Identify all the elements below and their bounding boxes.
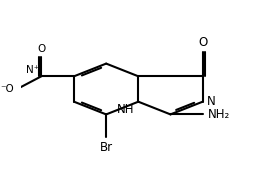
Text: NH₂: NH₂	[208, 108, 230, 121]
Text: NH: NH	[117, 103, 135, 116]
Text: Br: Br	[100, 141, 113, 154]
Text: N⁺: N⁺	[26, 66, 39, 75]
Text: O: O	[37, 44, 46, 54]
Text: O: O	[198, 36, 207, 49]
Text: ⁻O: ⁻O	[0, 84, 14, 94]
Text: N: N	[207, 95, 216, 108]
